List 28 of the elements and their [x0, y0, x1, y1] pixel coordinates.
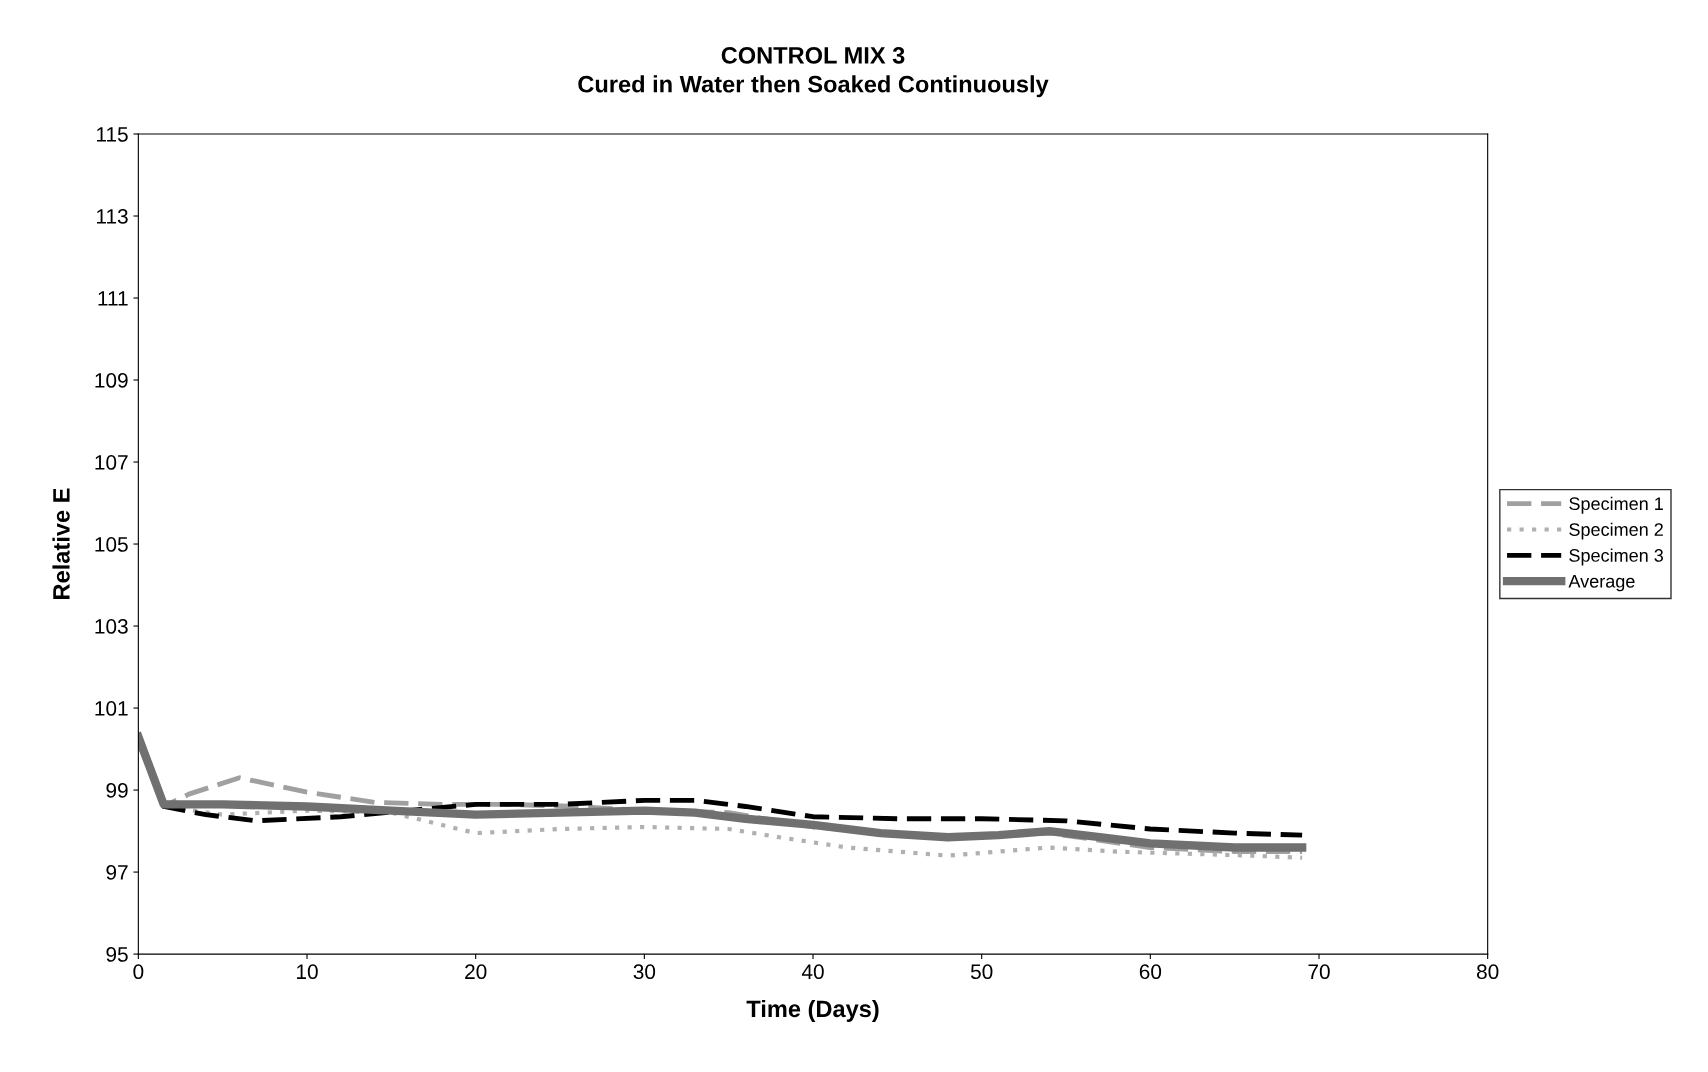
y-tick-label: 115: [96, 127, 128, 142]
chart-title: CONTROL MIX 3: [721, 46, 905, 64]
x-tick-label: 0: [133, 964, 144, 980]
y-tick-label: 105: [95, 537, 128, 552]
y-tick-label: 107: [95, 455, 128, 470]
y-tick-label: 97: [106, 865, 128, 880]
legend-label: Specimen 3: [1569, 548, 1663, 566]
y-tick-label: 113: [96, 209, 128, 224]
x-tick-label: 50: [970, 964, 993, 980]
y-tick-label: 103: [95, 619, 128, 634]
x-tick-label: 30: [633, 964, 656, 980]
y-tick-label: 99: [106, 783, 128, 798]
x-axis-title: Time (Days): [746, 999, 879, 1022]
y-tick-label: 109: [95, 373, 128, 388]
x-tick-label: 80: [1476, 964, 1499, 980]
legend-label: Specimen 1: [1569, 496, 1663, 514]
legend-label: Average: [1568, 575, 1635, 592]
legend-label: Specimen 2: [1569, 522, 1663, 540]
y-tick-label: 111: [98, 291, 128, 306]
x-tick-label: 20: [465, 964, 487, 980]
x-tick-label: 10: [297, 964, 318, 980]
y-axis-title: Relative E: [52, 488, 70, 599]
y-tick-label: 101: [95, 701, 128, 716]
x-tick-label: 70: [1308, 964, 1330, 980]
x-tick-label: 60: [1139, 964, 1162, 980]
y-tick-label: 95: [106, 947, 128, 962]
chart-subtitle: Cured in Water then Soaked Continuously: [578, 75, 1049, 98]
x-tick-label: 40: [801, 964, 824, 980]
